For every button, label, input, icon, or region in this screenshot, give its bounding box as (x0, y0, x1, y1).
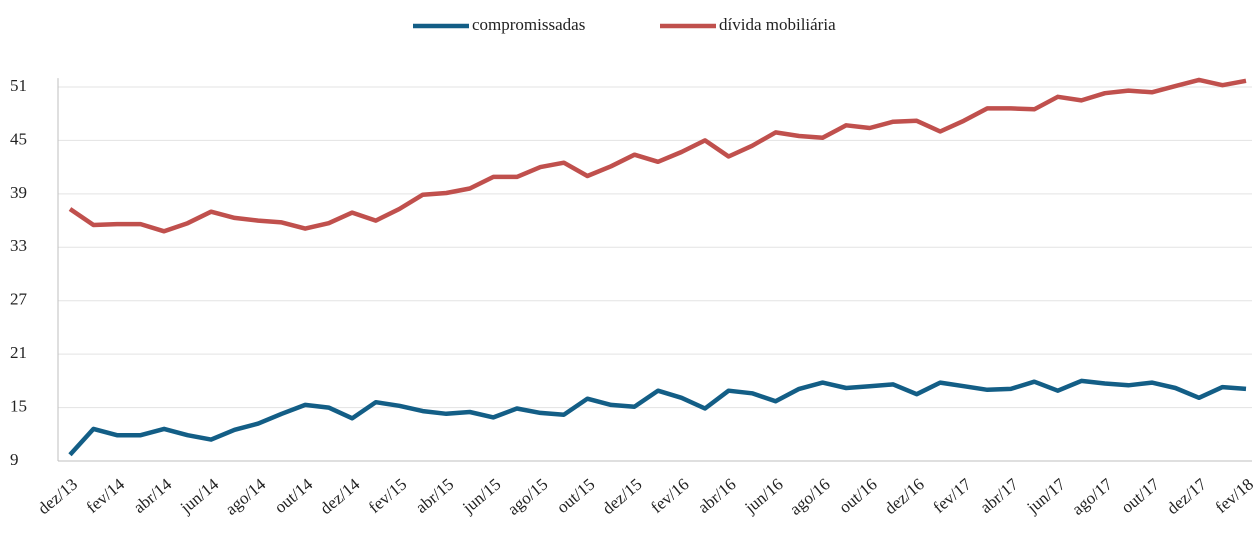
x-tick-label: dez/17 (1163, 474, 1210, 518)
x-tick-label: out/17 (1118, 474, 1164, 517)
legend-label: dívida mobiliária (719, 15, 836, 34)
x-tick-label: ago/14 (222, 474, 270, 519)
x-tick-label: jun/15 (458, 475, 504, 518)
x-tick-label: ago/15 (504, 475, 552, 519)
y-tick-label: 45 (10, 129, 27, 148)
x-tick-label: dez/16 (881, 475, 928, 519)
x-tick-label: fev/14 (83, 474, 129, 517)
x-tick-label: jun/14 (176, 474, 223, 517)
x-tick-label: out/14 (271, 474, 317, 517)
x-tick-label: abr/14 (130, 474, 176, 517)
x-tick-label: ago/17 (1068, 474, 1116, 519)
x-tick-label: dez/14 (316, 474, 363, 518)
x-tick-label: out/15 (553, 475, 599, 517)
x-tick-label: abr/17 (976, 474, 1022, 517)
x-tick-label: dez/13 (34, 475, 81, 519)
x-tick-label: fev/15 (365, 475, 410, 517)
x-tick-label: abr/15 (412, 475, 457, 517)
x-tick-label: jun/16 (740, 475, 786, 518)
x-tick-label: fev/17 (929, 474, 975, 517)
x-tick-label: ago/16 (786, 475, 834, 519)
legend-label: compromissadas (472, 15, 585, 34)
y-tick-label: 9 (10, 450, 19, 469)
series-line (68, 378, 1247, 457)
series-line (68, 77, 1247, 234)
x-tick-label: fev/18 (1212, 475, 1253, 517)
x-tick-label: abr/16 (694, 475, 739, 517)
y-tick-label: 21 (10, 343, 27, 362)
y-tick-label: 27 (10, 290, 28, 309)
x-tick-label: out/16 (835, 475, 881, 517)
x-tick-label: dez/15 (599, 475, 646, 519)
y-tick-label: 15 (10, 396, 27, 415)
y-tick-label: 51 (10, 76, 27, 95)
y-tick-label: 33 (10, 236, 27, 255)
x-tick-label: fev/16 (647, 475, 692, 517)
y-tick-label: 39 (10, 183, 27, 202)
x-tick-label: jun/17 (1023, 474, 1070, 517)
